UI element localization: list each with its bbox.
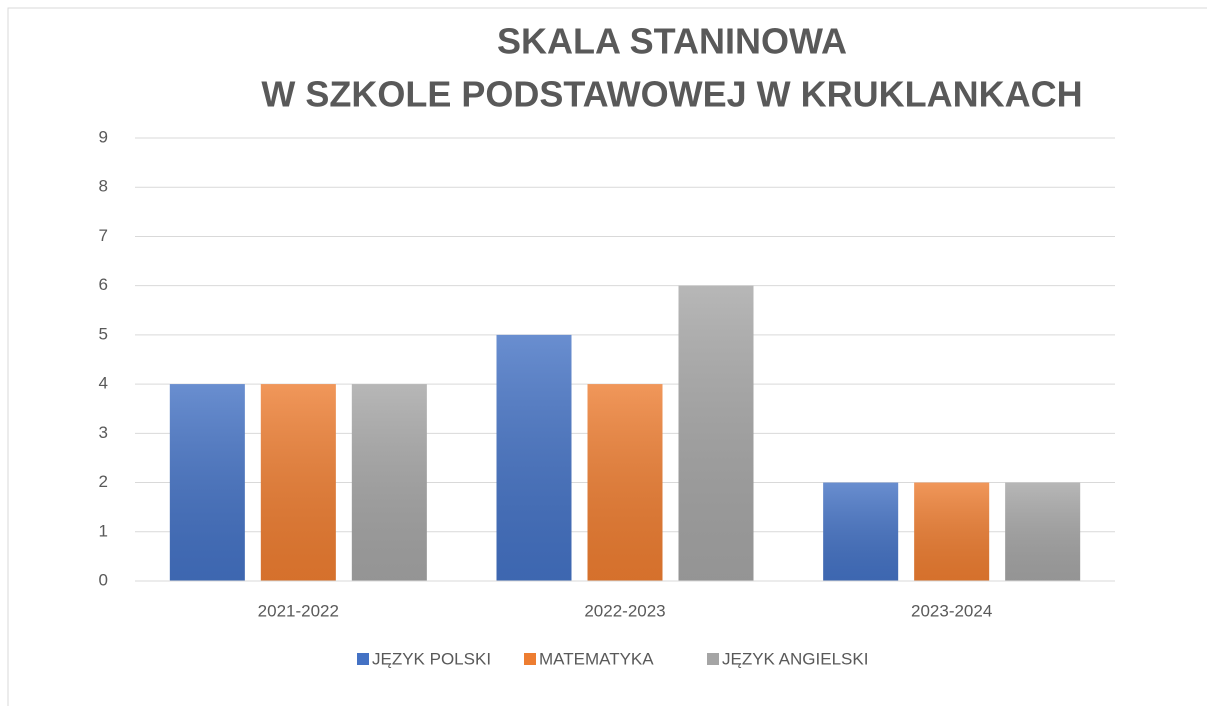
bar (496, 334, 572, 581)
legend-swatch (357, 653, 369, 665)
y-tick-label: 9 (99, 127, 108, 146)
y-tick-label: 3 (99, 423, 108, 442)
y-tick-label: 6 (99, 275, 108, 294)
legend-label: JĘZYK ANGIELSKI (722, 649, 868, 668)
y-tick-label: 4 (99, 374, 108, 393)
y-tick-label: 1 (99, 521, 108, 540)
y-tick-label: 7 (99, 226, 108, 245)
y-tick-label: 8 (99, 177, 108, 196)
bar (1005, 482, 1081, 581)
y-tick-label: 0 (99, 570, 108, 589)
legend-swatch (707, 653, 719, 665)
legend-label: MATEMATYKA (539, 649, 654, 668)
bar (587, 384, 663, 581)
legend-label: JĘZYK POLSKI (372, 649, 491, 668)
legend-swatch (524, 653, 536, 665)
chart-border (7, 7, 1207, 706)
bar (169, 384, 245, 581)
y-tick-label: 2 (99, 472, 108, 491)
x-tick-label: 2021-2022 (258, 601, 339, 620)
x-tick-label: 2022-2023 (584, 601, 665, 620)
bar (678, 285, 754, 581)
chart-title: W SZKOLE PODSTAWOWEJ W KRUKLANKACH (261, 74, 1082, 115)
bar (914, 482, 990, 581)
chart-title: SKALA STANINOWA (497, 21, 847, 62)
x-tick-label: 2023-2024 (911, 601, 992, 620)
y-tick-label: 5 (99, 324, 108, 343)
bar (351, 384, 427, 581)
bar (823, 482, 899, 581)
bar (260, 384, 336, 581)
